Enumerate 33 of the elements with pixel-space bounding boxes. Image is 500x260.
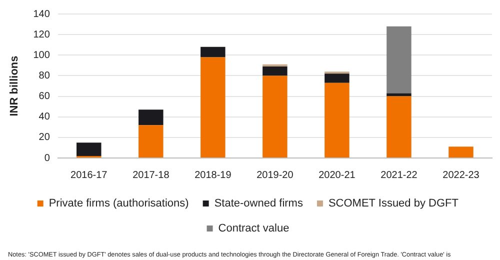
x-tick-label: 2016-17 <box>70 170 108 181</box>
y-tick-label: 140 <box>33 8 50 20</box>
bar <box>386 93 412 96</box>
legend-label: State-owned firms <box>214 198 304 210</box>
y-tick-label: 80 <box>38 70 50 82</box>
x-tick-label: 2022-23 <box>442 170 480 181</box>
y-tick-label: 100 <box>33 50 50 61</box>
bar <box>76 142 102 156</box>
y-tick-label: 40 <box>38 112 50 123</box>
x-tick-label: 2020-21 <box>318 170 356 181</box>
x-tick-label: 2017-18 <box>132 170 170 181</box>
y-tick-label: 120 <box>33 29 50 40</box>
y-tick-label: 60 <box>38 91 50 102</box>
bar <box>138 110 164 126</box>
x-tick-label: 2018-19 <box>194 170 232 181</box>
x-tick-label: 2021-22 <box>380 170 418 181</box>
legend-label: Private firms (authorisations) <box>48 198 189 210</box>
bar <box>200 46 226 58</box>
y-tick-label: 0 <box>44 152 50 164</box>
bar <box>138 125 164 158</box>
y-axis-title: INR billions <box>8 56 21 116</box>
bar <box>324 74 350 83</box>
legend-label: Contract value <box>218 222 290 235</box>
bar <box>386 96 412 158</box>
bar <box>262 66 288 76</box>
legend-label: SCOMET Issued by DGFT <box>328 198 459 210</box>
bar <box>200 57 226 158</box>
bar <box>448 146 474 158</box>
bar <box>262 76 288 158</box>
bar <box>324 82 350 158</box>
x-tick-label: 2019-20 <box>256 170 294 181</box>
bar <box>386 26 412 94</box>
y-tick-label: 20 <box>38 132 50 144</box>
